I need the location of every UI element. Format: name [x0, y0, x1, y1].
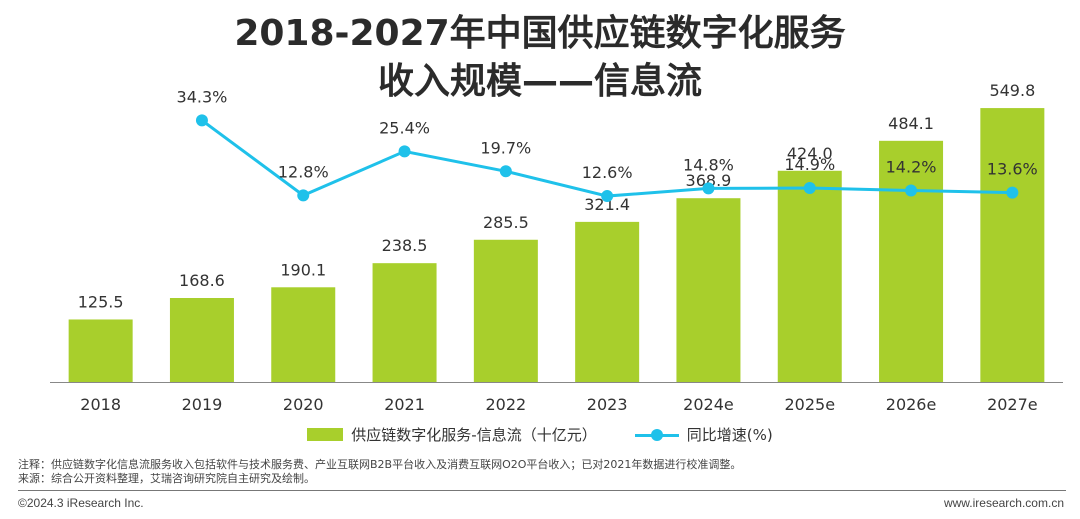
chart-title-line-1: 2018-2027年中国供应链数字化服务 — [234, 13, 846, 54]
bar-value-label-2026e: 484.1 — [888, 114, 934, 133]
growth-rate-label-2027e: 13.6% — [987, 160, 1038, 179]
x-tick-label-2019: 2019 — [182, 395, 223, 414]
bar-value-label-2027e: 549.8 — [989, 81, 1035, 100]
bar-2024e — [676, 198, 741, 382]
footer-divider — [18, 490, 1066, 491]
chart-legend: 供应链数字化服务-信息流（十亿元） 同比增速(%) — [0, 424, 1080, 445]
growth-rate-label-2021: 25.4% — [379, 118, 430, 137]
growth-rate-label-2023: 12.6% — [582, 163, 633, 182]
note-text: 注释：供应链数字化信息流服务收入包括软件与技术服务费、产业互联网B2B平台收入及… — [18, 458, 742, 471]
growth-rate-point-2021 — [398, 145, 411, 158]
growth-rate-label-2025e: 14.9% — [784, 155, 835, 174]
growth-rate-label-2026e: 14.2% — [886, 157, 937, 176]
bar-2019 — [169, 298, 234, 382]
chart-title-line-2: 收入规模——信息流 — [377, 61, 702, 102]
x-tick-label-2027e: 2027e — [987, 395, 1038, 414]
legend-bar-label: 供应链数字化服务-信息流（十亿元） — [351, 426, 597, 444]
x-tick-label-2020: 2020 — [283, 395, 324, 414]
footer-copyright: ©2024.3 iResearch Inc. — [18, 496, 144, 510]
x-tick-label-2026e: 2026e — [886, 395, 937, 414]
x-tick-label-2018: 2018 — [80, 395, 121, 414]
bar-2026e — [879, 140, 944, 382]
source-text: 来源：综合公开资料整理，艾瑞咨询研究院自主研究及绘制。 — [18, 472, 315, 485]
legend-line-swatch — [634, 428, 679, 441]
bar-value-label-2021: 238.5 — [382, 236, 428, 255]
growth-rate-point-2023 — [601, 190, 614, 203]
legend-item-line: 同比增速(%) — [634, 424, 773, 445]
growth-rate-label-2019: 34.3% — [177, 87, 228, 106]
growth-rate-label-2020: 12.8% — [278, 162, 329, 181]
bar-value-label-2025e: 424.0 — [787, 144, 833, 163]
growth-rate-point-2022 — [499, 165, 512, 178]
bar-2020 — [271, 287, 336, 382]
growth-rate-label-2024e: 14.8% — [683, 155, 734, 174]
bar-value-label-2024e: 368.9 — [686, 171, 732, 190]
bar-2023 — [575, 221, 640, 382]
bar-2027e — [980, 108, 1045, 382]
bar-2021 — [372, 263, 437, 382]
growth-rate-point-2027e — [1006, 186, 1019, 199]
growth-rate-point-2019 — [195, 114, 208, 127]
x-tick-label-2024e: 2024e — [683, 395, 734, 414]
bar-value-label-2018: 125.5 — [78, 292, 124, 311]
growth-rate-point-2026e — [905, 184, 918, 197]
legend-item-bar: 供应链数字化服务-信息流（十亿元） — [307, 424, 597, 445]
bar-value-label-2020: 190.1 — [280, 260, 326, 279]
chart-canvas: 125.5 2018 168.6 2019 190.1 2020 238.5 2021 285.… — [50, 81, 1063, 414]
chart-title: 2018-2027年中国供应链数字化服务 收入规模——信息流 — [0, 10, 1080, 106]
legend-bar-swatch — [307, 428, 344, 441]
bar-value-label-2023: 321.4 — [584, 195, 630, 214]
growth-rate-point-2020 — [297, 189, 310, 202]
bar-value-label-2019: 168.6 — [179, 271, 225, 290]
x-tick-label-2023: 2023 — [587, 395, 628, 414]
growth-rate-point-2025e — [803, 182, 816, 195]
legend-line-label: 同比增速(%) — [686, 426, 773, 444]
bar-value-label-2022: 285.5 — [483, 213, 529, 232]
footer-website: www.iresearch.com.cn — [943, 496, 1064, 510]
bar-2022 — [473, 239, 538, 382]
x-tick-label-2025e: 2025e — [784, 395, 835, 414]
bar-2018 — [68, 319, 133, 382]
x-tick-label-2021: 2021 — [384, 395, 425, 414]
growth-rate-point-2024e — [702, 182, 715, 195]
growth-rate-label-2022: 19.7% — [480, 138, 531, 157]
x-tick-label-2022: 2022 — [485, 395, 526, 414]
chart-notes: 注释：供应链数字化信息流服务收入包括软件与技术服务费、产业互联网B2B平台收入及… — [18, 458, 741, 486]
bar-2025e — [777, 170, 842, 382]
